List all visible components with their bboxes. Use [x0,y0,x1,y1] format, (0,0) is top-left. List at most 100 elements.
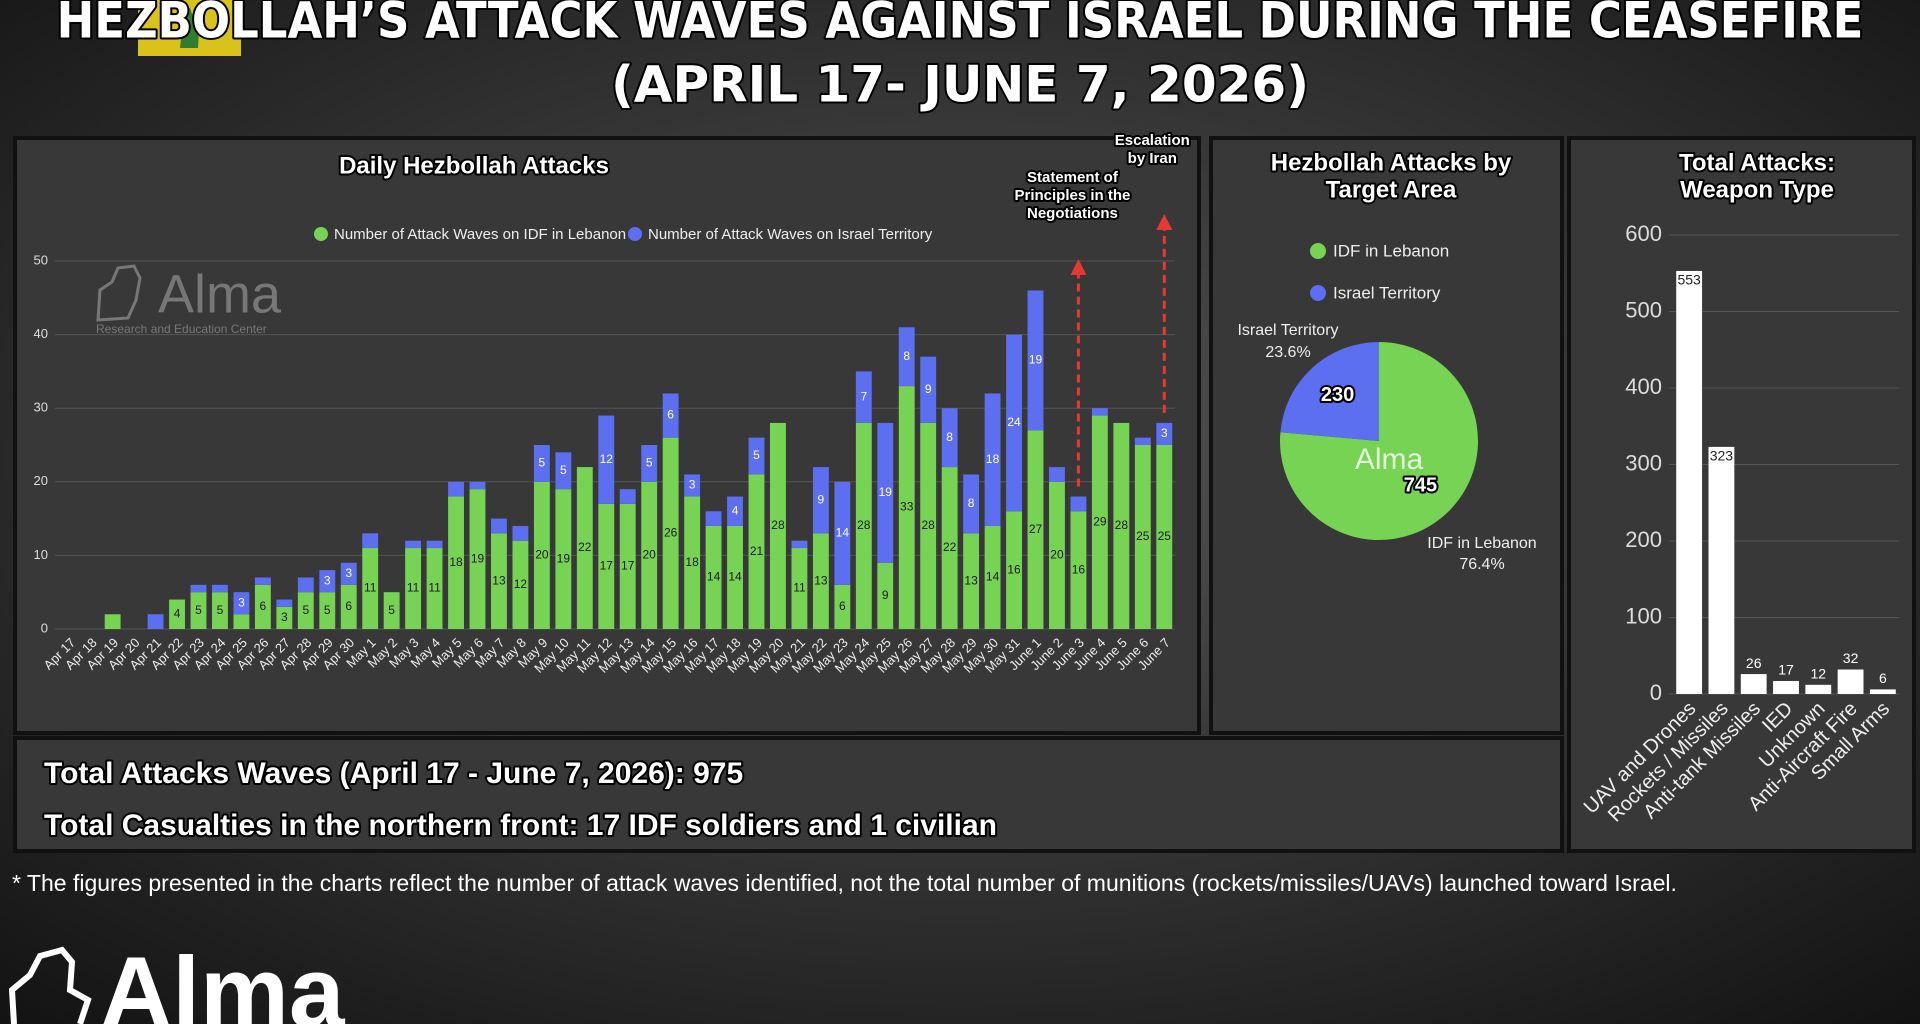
footnote: * The figures presented in the charts re… [12,870,1677,896]
bar-segment [1070,496,1087,512]
bar-segment [984,525,1001,629]
data-label: 8 [946,430,953,444]
legend-label: Israel Territory [1333,283,1441,302]
bar-segment [1049,467,1065,482]
data-label: 3 [324,573,331,587]
annotation-text: Escalation [1115,132,1190,149]
data-label: 14 [728,570,742,584]
data-label: 9 [818,492,825,506]
bar-segment [834,481,851,585]
y-tick-label: 600 [1625,221,1662,246]
bar-segment [984,393,1001,526]
data-label: 28 [771,518,785,532]
data-label: 20 [1050,548,1064,562]
bar-segment [619,503,636,629]
bar-segment [233,614,250,629]
bar-segment [1006,511,1022,629]
pie-slice [1280,342,1379,441]
legend-label: Number of Attack Waves on IDF in Lebanon [334,226,626,243]
bar-segment [1027,430,1044,629]
bar-segment [426,548,443,629]
bar-segment [1027,290,1044,431]
bar-segment [555,452,572,490]
data-label: 28 [857,518,871,532]
bar-segment [920,356,937,423]
annotation-arrowhead [1070,259,1087,275]
data-label: 24 [1007,415,1021,429]
data-label: 3 [1161,426,1168,440]
bar-segment [727,525,743,629]
legend-swatch [314,227,328,241]
data-label: 29 [1093,514,1107,528]
slice-name: IDF in Lebanon [1427,535,1536,552]
bar-segment [555,489,572,629]
data-label: 6 [1879,670,1887,686]
data-label: 18 [986,452,1000,466]
data-label: 5 [560,463,567,477]
weapon-panel [1567,136,1916,853]
bar-segment [705,525,722,629]
data-label: 20 [535,548,549,562]
bar-segment [963,474,980,534]
bar-segment [319,592,336,629]
bar-segment [684,496,701,629]
data-label: 18 [685,555,699,569]
data-label: 13 [814,573,828,587]
chart-title: Weapon Type [1680,176,1834,203]
bar-segment [941,408,958,468]
data-label: 5 [539,456,546,470]
data-label: 12 [1810,666,1826,682]
bar-segment [576,467,593,629]
logo-icon [8,946,92,1024]
data-label-bg [1677,271,1702,290]
annotation-text: Statement of [1027,169,1119,186]
data-label: 20 [643,548,657,562]
bar-segment [233,592,250,615]
bar-segment [319,570,336,593]
bar-segment [920,422,937,629]
bar-segment [362,548,379,629]
data-label: 17 [621,559,635,573]
bar-segment [812,533,829,629]
legend-swatch [1310,243,1326,259]
bar [1805,684,1832,694]
bar-segment [340,584,357,629]
data-label: 28 [922,518,936,532]
watermark-tagline: Research and Education Center [96,322,267,336]
bar-segment [941,467,958,629]
bar-segment [770,422,786,629]
data-label: 6 [839,599,846,613]
data-label: 12 [600,452,614,466]
data-label: 11 [407,581,420,595]
slice-value: 230 [1321,384,1354,406]
y-tick-label: 50 [34,252,48,267]
bar-segment [898,327,915,387]
data-label: 26 [1746,655,1762,671]
bar-segment [684,474,701,497]
flag-emblem [180,8,200,48]
data-label: 9 [882,588,889,602]
bar-segment [598,503,615,629]
bar-segment [190,584,207,593]
data-label: 19 [557,551,571,565]
bar-segment [1070,511,1087,629]
data-label: 5 [302,603,309,617]
y-tick-label: 100 [1625,603,1662,628]
bar-segment [1006,334,1022,512]
slice-value: 745 [1404,475,1437,497]
bar-segment [297,592,314,629]
bar [1740,674,1767,694]
data-label: 4 [174,606,181,620]
data-label: 11 [428,581,441,595]
data-label: 3 [281,610,288,624]
total-attacks: Total Attacks Waves (April 17 - June 7, … [44,757,743,790]
bar-segment [1049,481,1065,629]
y-tick-label: 200 [1625,527,1662,552]
annotation-text: Principles in the [1014,187,1130,204]
data-label: 18 [449,555,463,569]
bar-segment [1091,408,1108,416]
bar-segment [598,415,615,504]
bar-segment [1156,422,1173,445]
slice-percent: 23.6% [1265,344,1310,361]
total-casualties: Total Casualties in the northern front: … [44,809,997,842]
